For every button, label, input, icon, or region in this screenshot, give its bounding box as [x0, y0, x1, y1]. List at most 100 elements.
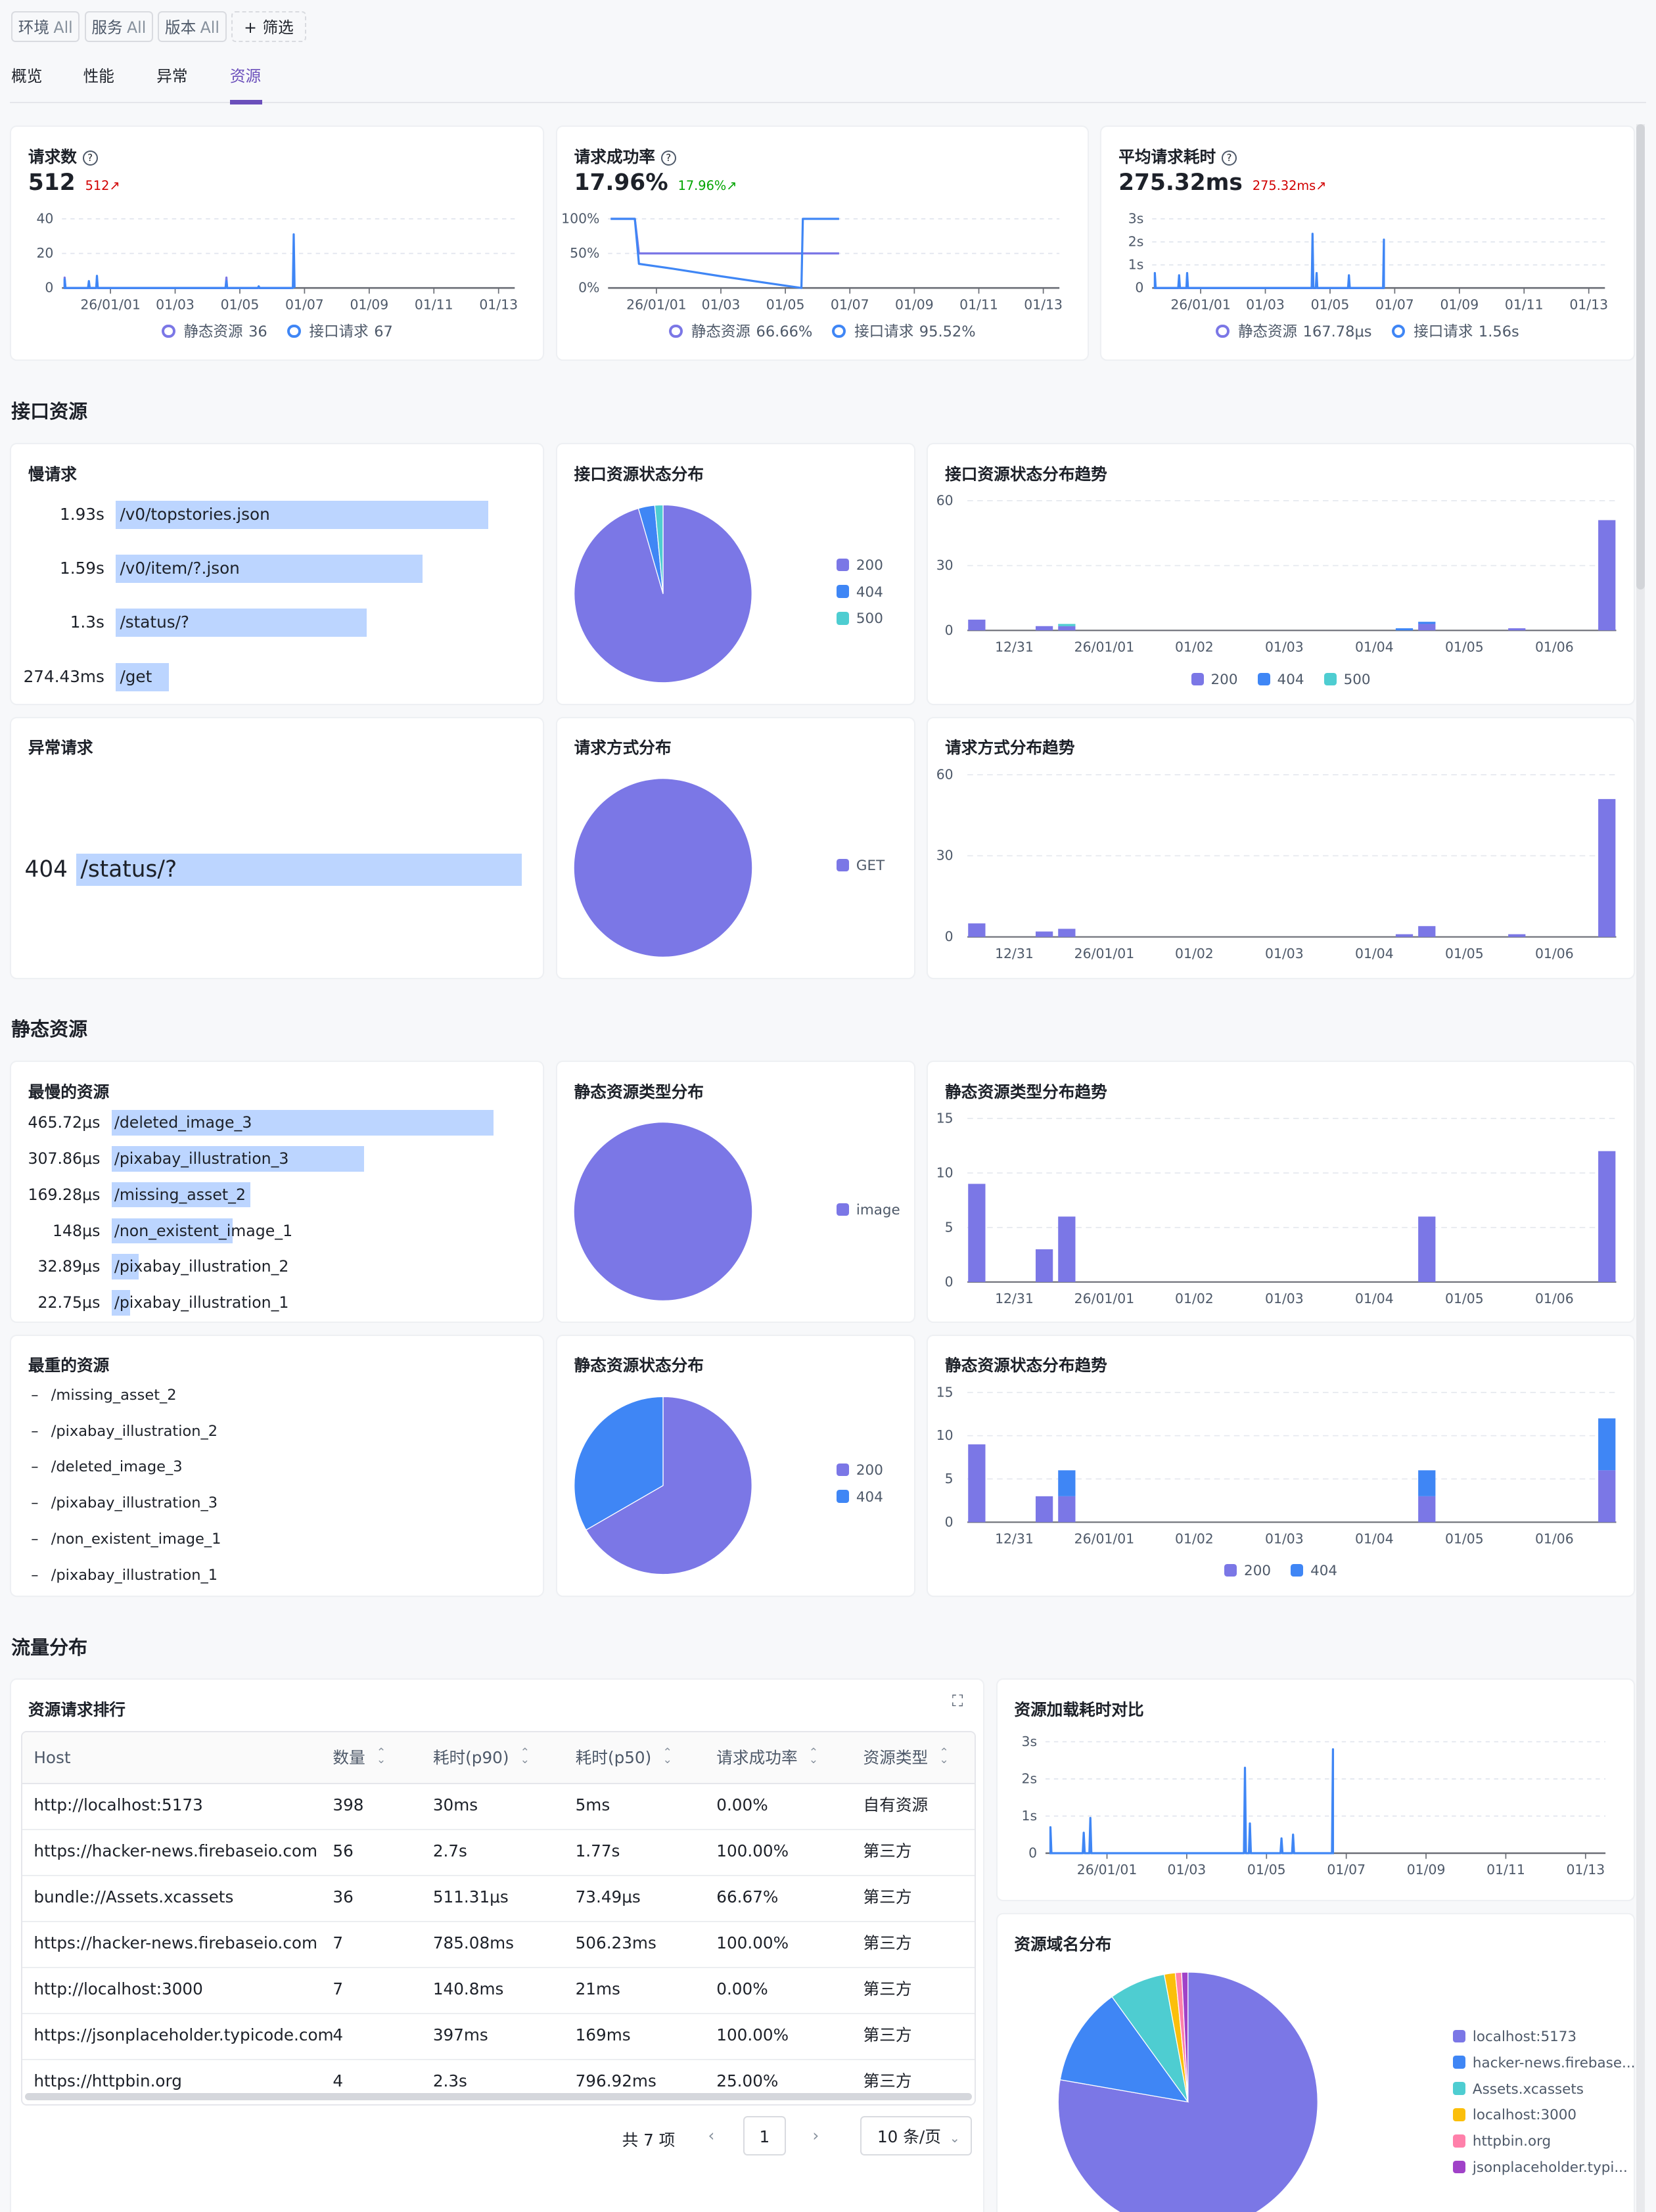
add-filter-button[interactable]: + 筛选	[231, 11, 306, 43]
table-row[interactable]: https://hacker-news.firebaseio.com 7 785.0…	[22, 1921, 975, 1968]
filter-label: 版本	[164, 18, 196, 37]
table-row[interactable]: https://jsonplaceholder.typicode.com 4 397…	[22, 2013, 975, 2060]
table-cell: bundle://Assets.xcassets	[34, 1887, 234, 1906]
tab-1[interactable]: 性能	[83, 66, 114, 85]
heaviest-resource-item[interactable]: –/pixabay_illustration_1	[31, 1567, 218, 1584]
column-label: 数量	[333, 1747, 365, 1767]
legend-item[interactable]: 200	[836, 557, 883, 574]
slow-request-row[interactable]: 1.93s/v0/topstories.json	[11, 501, 543, 529]
column-header[interactable]: 耗时(p90) ⌃ ⌄	[432, 1732, 530, 1784]
x-tick-label: 01/11	[1486, 1862, 1525, 1878]
legend-item[interactable]: 404	[1257, 672, 1304, 688]
tab-0[interactable]: 概览	[11, 66, 43, 85]
page-1-button[interactable]: 1	[743, 2115, 786, 2155]
legend-item[interactable]: jsonplaceholder.typi...	[1452, 2159, 1628, 2176]
legend-item[interactable]: localhost:3000	[1452, 2107, 1576, 2123]
legend-item[interactable]: httpbin.org	[1452, 2133, 1551, 2150]
sort-icon[interactable]: ⌃ ⌄	[520, 1746, 530, 1766]
legend-item[interactable]: hacker-news.firebase...	[1452, 2055, 1636, 2071]
table-row[interactable]: https://httpbin.org 4 2.3s 796.92ms 25.00% 第三…	[22, 2059, 975, 2105]
help-icon[interactable]: ?	[82, 150, 98, 166]
resource-bar	[111, 1254, 139, 1279]
column-header[interactable]: Host	[34, 1732, 71, 1784]
tab-3[interactable]: 资源	[229, 66, 262, 85]
next-page-button[interactable]: ›	[812, 2125, 819, 2145]
slowest-resource-row[interactable]: 465.72μs/deleted_image_3	[11, 1110, 543, 1136]
legend-label: GET	[856, 858, 885, 875]
legend-item[interactable]: 接口请求 1.56s	[1391, 320, 1519, 341]
api-status-trend-card: 接口资源状态分布趋势 0 30 60 12/31 26/01/01 01/02 01/03 01…	[928, 444, 1634, 704]
legend-item[interactable]: 静态资源 167.78μs	[1216, 320, 1372, 341]
heaviest-resource-item[interactable]: –/missing_asset_2	[31, 1387, 176, 1404]
page-size-select[interactable]: 10 条/页 ⌄	[860, 2115, 972, 2155]
sort-icon[interactable]: ⌃ ⌄	[939, 1746, 949, 1766]
legend-label: 404	[856, 584, 883, 601]
resource-path: /pixabay_illustration_1	[114, 1293, 289, 1312]
x-tick-label: 01/05	[766, 296, 805, 312]
abnormal-request-row[interactable]: 404/status/?	[11, 853, 543, 886]
legend-item[interactable]: 200	[1191, 672, 1237, 688]
sort-icon[interactable]: ⌃ ⌄	[376, 1746, 386, 1766]
legend-item[interactable]: 200	[836, 1462, 883, 1479]
page-scrollbar[interactable]	[1636, 124, 1645, 2212]
sort-icon[interactable]: ⌃ ⌄	[662, 1746, 672, 1766]
column-header[interactable]: 数量 ⌃ ⌄	[333, 1732, 386, 1784]
heaviest-resource-item[interactable]: –/non_existent_image_1	[31, 1531, 221, 1548]
legend-item[interactable]: 404	[836, 584, 883, 601]
api-status-trend-card-title: 接口资源状态分布趋势	[945, 464, 1107, 484]
x-tick-label: 01/03	[701, 296, 740, 312]
slowest-resource-row[interactable]: 32.89μs/pixabay_illustration_2	[11, 1254, 543, 1279]
page-scrollbar-thumb[interactable]	[1636, 124, 1645, 590]
heaviest-resource-item[interactable]: –/pixabay_illustration_3	[31, 1494, 218, 1511]
legend-item[interactable]: localhost:5173	[1452, 2029, 1576, 2045]
table-cell: https://jsonplaceholder.typicode.com	[34, 2025, 334, 2044]
legend-item[interactable]: 200	[1224, 1563, 1271, 1579]
slow-request-row[interactable]: 274.43ms/get	[11, 662, 543, 691]
filter-chip-2[interactable]: 版本 All	[158, 11, 227, 43]
slowest-resource-row[interactable]: 169.28μs/missing_asset_2	[11, 1182, 543, 1208]
legend-item[interactable]: 404	[1291, 1563, 1337, 1579]
column-header[interactable]: 请求成功率 ⌃ ⌄	[716, 1732, 819, 1784]
help-icon[interactable]: ?	[660, 150, 676, 166]
filter-value: All	[127, 18, 147, 37]
legend-item[interactable]: 500	[836, 611, 883, 627]
column-header[interactable]: 资源类型 ⌃ ⌄	[863, 1732, 949, 1784]
table-row[interactable]: http://localhost:5173 398 30ms 5ms 0.00% 自有资源	[22, 1783, 975, 1830]
column-header[interactable]: 耗时(p50) ⌃ ⌄	[575, 1732, 672, 1784]
slowest-resource-row[interactable]: 148μs/non_existent_image_1	[11, 1218, 543, 1244]
legend-item[interactable]: 接口请求 95.52%	[832, 320, 976, 341]
legend-item[interactable]: 接口请求 67	[287, 320, 393, 341]
y-tick-label: 0	[945, 929, 954, 944]
slowest-resource-row[interactable]: 307.86μs/pixabay_illustration_3	[11, 1146, 543, 1172]
help-icon[interactable]: ?	[1221, 150, 1237, 166]
legend-item[interactable]: 500	[1323, 672, 1371, 688]
x-tick-label: 01/13	[480, 296, 518, 312]
heaviest-resource-item[interactable]: –/deleted_image_3	[31, 1458, 182, 1475]
bar-200	[968, 620, 986, 631]
load-time-chart: 0 1s 2s 3s 26/01/01 01/03 01/05 01/07 01/09 01/11…	[1021, 1734, 1605, 1878]
legend-item[interactable]: 静态资源 36	[161, 320, 267, 341]
expand-icon[interactable]: ⛶	[952, 1691, 963, 1710]
heaviest-resource-item[interactable]: –/pixabay_illustration_2	[31, 1423, 218, 1440]
legend-item[interactable]: GET	[836, 858, 885, 875]
filter-chip-1[interactable]: 服务 All	[84, 11, 153, 43]
tab-2[interactable]: 异常	[156, 66, 188, 85]
table-row[interactable]: http://localhost:3000 7 140.8ms 21ms 0.00% 第三…	[22, 1967, 975, 2014]
table-row[interactable]: bundle://Assets.xcassets 36 511.31μs 73.49μ…	[22, 1875, 975, 1922]
add-filter-label: 筛选	[262, 18, 294, 37]
legend-item[interactable]: image	[836, 1202, 900, 1218]
prev-page-button[interactable]: ‹	[708, 2125, 715, 2145]
slow-request-row[interactable]: 1.59s/v0/item/?.json	[11, 555, 543, 584]
legend-value: 36	[248, 323, 267, 341]
horizontal-scrollbar[interactable]	[25, 2093, 972, 2100]
table-row[interactable]: https://hacker-news.firebaseio.com 56 2.7s…	[22, 1829, 975, 1876]
slowest-resource-row[interactable]: 22.75μs/pixabay_illustration_1	[11, 1289, 543, 1316]
legend-item[interactable]: Assets.xcassets	[1452, 2081, 1584, 2098]
slowest-resources-card: 最慢的资源 465.72μs/deleted_image_3 307.86μs/pi…	[11, 1062, 543, 1322]
slow-request-row[interactable]: 1.3s/status/?	[11, 609, 543, 637]
legend-item[interactable]: 404	[836, 1489, 883, 1506]
resource-ranking-card: 资源请求排行 ⛶ Host 数量 ⌃ ⌄ 耗时(p90) ⌃ ⌄ 耗时(p50) ⌃ ⌄ 请求成功率 ⌃ ⌄…	[11, 1680, 984, 2212]
legend-item[interactable]: 静态资源 66.66%	[669, 320, 812, 341]
sort-icon[interactable]: ⌃ ⌄	[808, 1746, 819, 1766]
filter-chip-0[interactable]: 环境 All	[11, 11, 80, 43]
